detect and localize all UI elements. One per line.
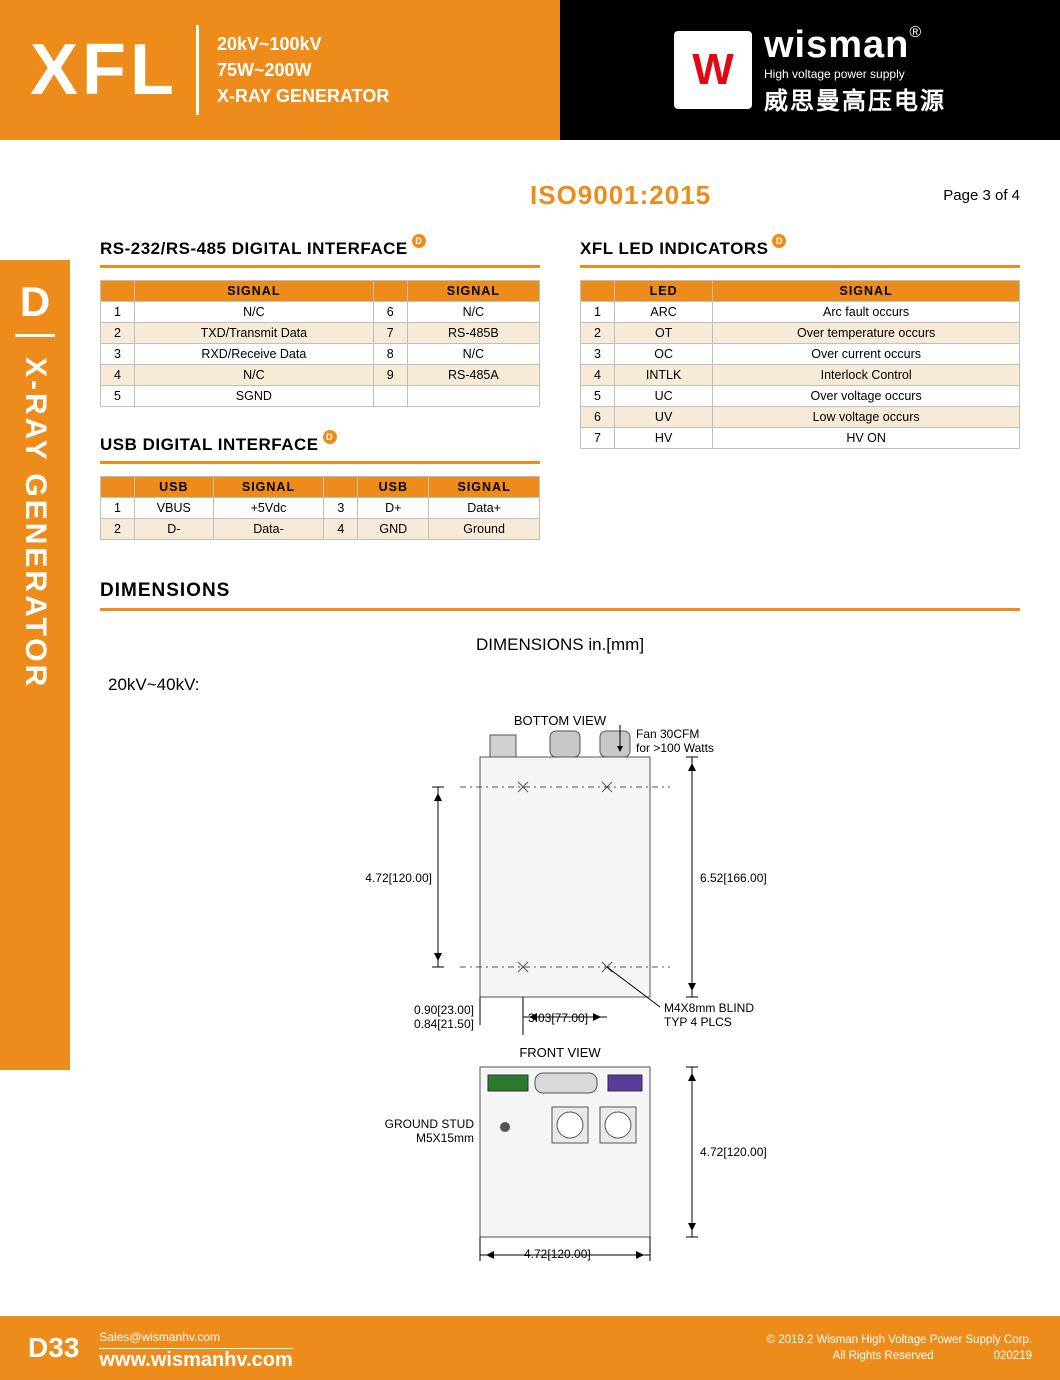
header-divider — [196, 25, 199, 115]
m4-note: M4X8mm BLIND TYP 4 PLCS — [664, 1001, 754, 1029]
spec-line-2: 75W~200W — [217, 57, 389, 83]
front-h-dim: 4.72[120.00] — [700, 1145, 767, 1159]
registered-mark: ® — [909, 24, 921, 41]
footer: D33 Sales@wismanhv.com www.wismanhv.com … — [0, 1316, 1060, 1380]
footer-rev: 020219 — [994, 1348, 1032, 1364]
dimensions-range: 20kV~40kV: — [108, 675, 1020, 695]
front-w-dim: 4.72[120.00] — [524, 1247, 591, 1261]
header-left: XFL 20kV~100kV 75W~200W X-RAY GENERATOR — [0, 0, 560, 140]
page-number: Page 3 of 4 — [943, 187, 1020, 204]
logo-mark: W — [674, 31, 752, 109]
rs232-title: RS-232/RS-485 DIGITAL INTERFACED — [100, 239, 540, 259]
sidebar-title: X-RAY GENERATOR — [18, 347, 52, 987]
spec-line-1: 20kV~100kV — [217, 31, 389, 57]
rs232-table: SIGNALSIGNAL 1N/C6N/C 2TXD/Transmit Data… — [100, 280, 540, 407]
ground-stud-note: GROUND STUD M5X15mm — [380, 1117, 474, 1145]
header-right: W wisman® High voltage power supply 威思曼高… — [560, 0, 1060, 140]
dimensions-rule — [100, 608, 1020, 611]
spec-line-3: X-RAY GENERATOR — [217, 83, 389, 109]
d-badge-icon: D — [772, 234, 786, 248]
brand-logo: W wisman® High voltage power supply 威思曼高… — [674, 24, 946, 116]
product-name: XFL — [30, 29, 178, 111]
footer-code: D33 — [28, 1332, 79, 1364]
fan-note: Fan 30CFM for >100 Watts — [636, 727, 714, 755]
footer-email: Sales@wismanhv.com — [99, 1328, 292, 1349]
sidebar-divider — [15, 334, 55, 337]
front-view-label: FRONT VIEW — [519, 1045, 601, 1060]
header-specs: 20kV~100kV 75W~200W X-RAY GENERATOR — [217, 31, 389, 109]
dimensions-subtitle: DIMENSIONS in.[mm] — [100, 635, 1020, 655]
header-band: XFL 20kV~100kV 75W~200W X-RAY GENERATOR … — [0, 0, 1060, 140]
dimension-drawing: BOTTOM VIEW — [100, 707, 1020, 1272]
dimensions-title: DIMENSIONS — [100, 580, 1020, 602]
footer-legal: © 2019.2 Wisman High Voltage Power Suppl… — [767, 1332, 1032, 1364]
logo-w-icon: W — [692, 45, 734, 95]
rs232-rule — [100, 265, 540, 268]
footer-rights: All Rights Reserved — [833, 1348, 934, 1364]
brand-tagline: High voltage power supply — [764, 67, 946, 81]
sidebar-letter: D — [0, 278, 70, 326]
led-rule — [580, 265, 1020, 268]
d-badge-icon: D — [323, 430, 337, 444]
brand-name-en: wisman — [764, 24, 909, 66]
brand-name-cn: 威思曼高压电源 — [764, 81, 946, 116]
dim-77: 3.03[77.00] — [528, 1011, 588, 1025]
iso-cert: ISO9001:2015 — [530, 180, 711, 211]
bottom-view-label: BOTTOM VIEW — [514, 713, 607, 728]
footer-copyright: © 2019.2 Wisman High Voltage Power Suppl… — [767, 1332, 1032, 1348]
led-title: XFL LED INDICATORSD — [580, 239, 1020, 259]
d-badge-icon: D — [412, 234, 426, 248]
usb-rule — [100, 461, 540, 464]
footer-url: www.wismanhv.com — [99, 1351, 292, 1369]
usb-title: USB DIGITAL INTERFACED — [100, 435, 540, 455]
dim-23-21: 0.90[23.00] 0.84[21.50] — [396, 1003, 474, 1031]
usb-table: USBSIGNALUSBSIGNAL 1VBUS+5Vdc3D+Data+ 2D… — [100, 476, 540, 540]
dim-166: 6.52[166.00] — [700, 871, 767, 885]
led-table: LEDSIGNAL 1ARCArc fault occurs 2OTOver t… — [580, 280, 1020, 449]
technical-drawing: BOTTOM VIEW — [280, 707, 840, 1267]
dim-120-left: 4.72[120.00] — [352, 871, 432, 885]
sidebar: D X-RAY GENERATOR — [0, 260, 70, 1070]
